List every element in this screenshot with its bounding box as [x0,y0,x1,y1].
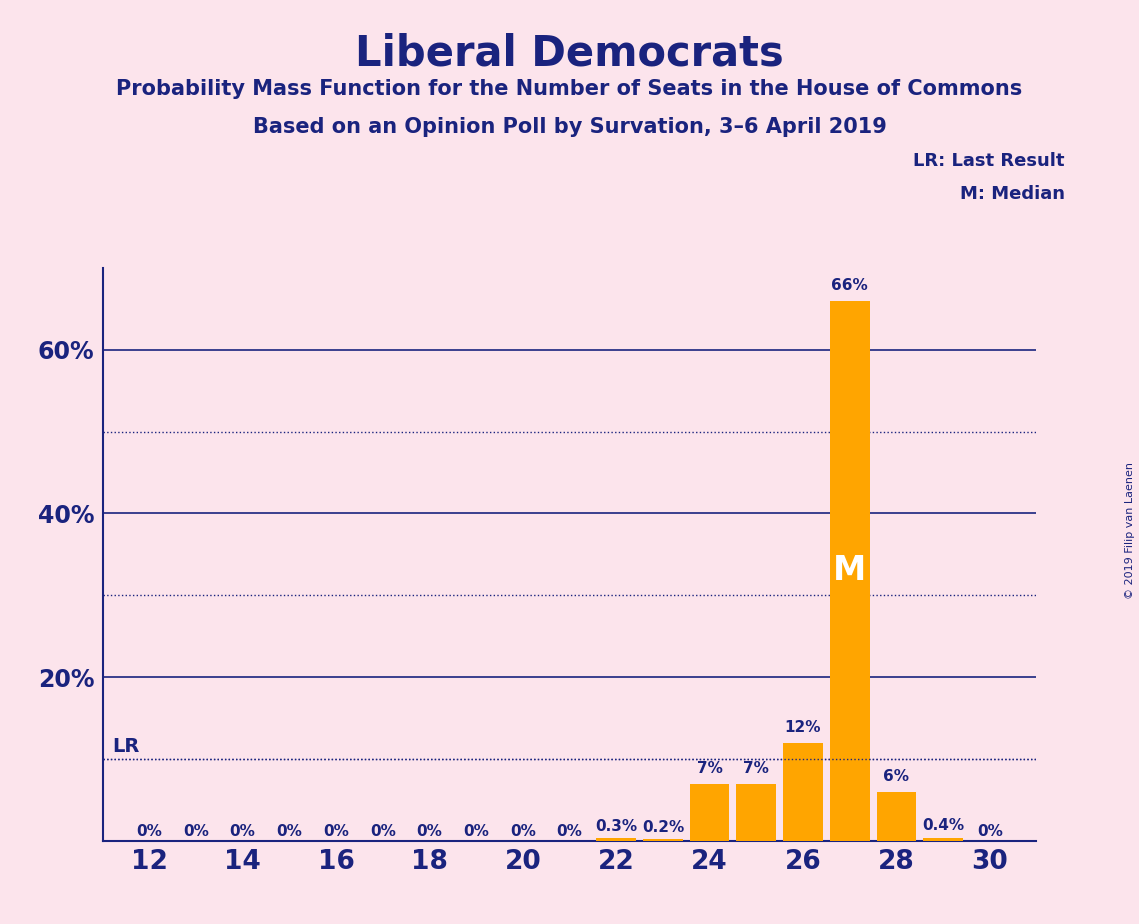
Text: 0%: 0% [464,824,489,839]
Text: 0.2%: 0.2% [641,821,685,835]
Bar [924,837,962,841]
Text: 0%: 0% [323,824,349,839]
Text: 0%: 0% [370,824,395,839]
Bar [737,784,776,841]
Bar [830,300,869,841]
Text: M: Median: M: Median [960,185,1065,202]
Text: 7%: 7% [697,761,722,776]
Text: 0%: 0% [183,824,208,839]
Text: 0%: 0% [977,824,1002,839]
Text: 0%: 0% [417,824,442,839]
Text: Probability Mass Function for the Number of Seats in the House of Commons: Probability Mass Function for the Number… [116,79,1023,99]
Text: 0%: 0% [277,824,302,839]
Text: 0%: 0% [557,824,582,839]
Text: 0%: 0% [510,824,535,839]
Bar [644,839,682,841]
Text: LR: Last Result: LR: Last Result [913,152,1065,170]
Text: Liberal Democrats: Liberal Democrats [355,32,784,74]
Text: © 2019 Filip van Laenen: © 2019 Filip van Laenen [1125,462,1134,599]
Bar [784,743,822,841]
Text: 7%: 7% [744,761,769,776]
Text: 0.3%: 0.3% [596,820,637,834]
Bar [690,784,729,841]
Text: Based on an Opinion Poll by Survation, 3–6 April 2019: Based on an Opinion Poll by Survation, 3… [253,117,886,138]
Text: M: M [833,554,867,588]
Text: 6%: 6% [884,770,909,784]
Bar [597,838,636,841]
Text: LR: LR [112,736,139,756]
Text: 0%: 0% [230,824,255,839]
Bar [877,792,916,841]
Text: 66%: 66% [831,278,868,293]
Text: 12%: 12% [785,721,821,736]
Text: 0.4%: 0.4% [923,819,964,833]
Text: 0%: 0% [137,824,162,839]
